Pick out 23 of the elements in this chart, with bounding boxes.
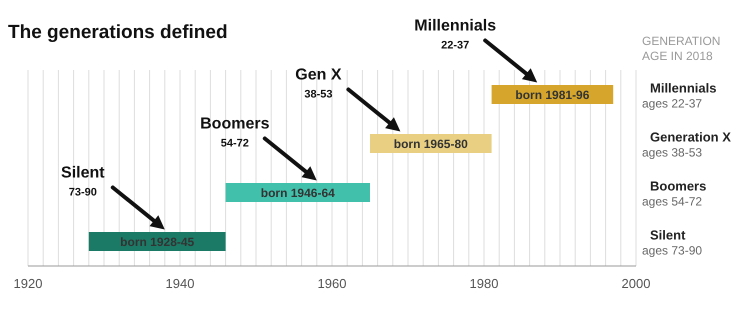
y-tick-label: Boomers: [650, 178, 706, 194]
y-tick-label: Silent: [650, 228, 686, 242]
x-tick-label: 1980: [470, 276, 498, 291]
text: ages 73-90: [642, 244, 702, 258]
text: Millennials 22-37: [414, 18, 496, 52]
y-tick-label: Millennials: [650, 80, 716, 96]
text: ages 22-37: [642, 96, 702, 110]
annotation: Gen X 38-53: [295, 66, 342, 100]
x-tick-label: 1940: [166, 276, 194, 291]
chart-title: The generations defined: [8, 22, 228, 44]
annotation: Silent 73-90: [61, 164, 106, 198]
text: GENERATION AGE IN 2018: [642, 34, 720, 64]
x-tick-label: 2000: [622, 276, 650, 291]
x-tick-label: 1960: [318, 276, 346, 291]
y-tick-label: Generation X: [650, 130, 732, 144]
text: ages 38-53: [642, 146, 702, 160]
data-label: born 1946-64: [260, 186, 336, 200]
text: ages 54-72: [642, 194, 702, 208]
data-label: born 1981-96: [515, 88, 590, 102]
x-tick-label: 1920: [14, 276, 42, 291]
data-label: born 1965-80: [394, 136, 468, 151]
annotation: Boomers 54-72: [200, 116, 270, 150]
data-label: born 1928-45: [120, 234, 195, 249]
